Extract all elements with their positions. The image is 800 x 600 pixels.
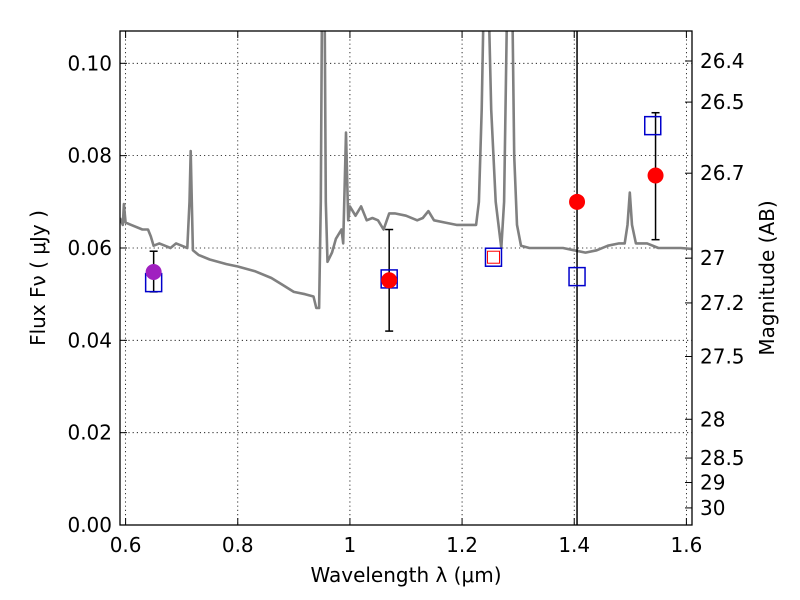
y2-axis-label: Magnitude (AB)	[755, 200, 779, 355]
model-spectrum-line	[120, 31, 692, 310]
model-band-square	[484, 247, 503, 267]
mag-tick-label: 26.5	[700, 90, 745, 114]
x-tick-label: 1.6	[670, 533, 702, 557]
y-tick-label: 0.08	[67, 144, 112, 168]
mag-tick-label: 29	[700, 471, 725, 495]
mag-tick-label: 26.4	[700, 49, 745, 73]
x-axis-label: Wavelength λ (μm)	[310, 563, 501, 587]
observed-point	[569, 193, 586, 210]
model-band-square	[643, 115, 662, 136]
observed-point	[381, 272, 398, 289]
grid-layer	[120, 31, 692, 526]
x-tick-label: 0.8	[222, 533, 254, 557]
mag-tick-label: 27.2	[700, 291, 745, 315]
y-tick-label: 0.00	[67, 513, 112, 537]
observed-point	[486, 250, 500, 264]
model-band-square	[568, 266, 586, 287]
mag-tick-label: 28.5	[700, 446, 745, 470]
x-tick-label: 1.2	[446, 533, 478, 557]
x-tick-label: 1	[344, 533, 357, 557]
observed-point	[145, 263, 162, 280]
mag-tick-label: 30	[700, 496, 725, 520]
data-layer	[120, 31, 692, 525]
y-axis-label: Flux Fν ( μJy )	[26, 210, 50, 346]
y-tick-label: 0.10	[67, 51, 112, 75]
mag-tick-label: 27	[700, 246, 725, 270]
plot-frame	[119, 30, 693, 526]
y-tick-label: 0.04	[67, 328, 112, 352]
x-tick-label: 0.6	[110, 533, 142, 557]
tick-layer: 0.6 0.8 1 1.2 1.4 1.6 0.00 0.02 0.04 0.06 0.08 0.10…	[67, 31, 745, 557]
y-tick-label: 0.06	[67, 236, 112, 260]
mag-tick-label: 27.5	[700, 344, 745, 368]
observed-point	[647, 167, 664, 184]
mag-tick-label: 28	[700, 407, 725, 431]
mag-tick-label: 26.7	[700, 161, 745, 185]
x-tick-label: 1.4	[558, 533, 590, 557]
y-tick-label: 0.02	[67, 421, 112, 445]
